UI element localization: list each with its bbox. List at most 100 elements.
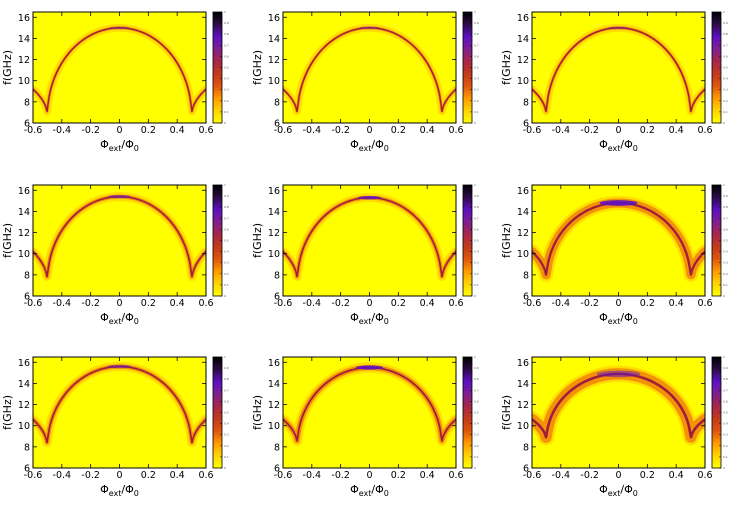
x-tick-label: 0.4	[420, 470, 435, 481]
colorbar-tick-label: 0.2	[224, 99, 229, 103]
x-tick-label: 0	[116, 470, 122, 481]
x-axis-label: Φext/Φ0	[350, 483, 389, 498]
y-tick-label: 8	[274, 97, 280, 108]
colorbar-tick-label: 0.3	[224, 261, 229, 265]
y-tick-label: 8	[523, 270, 529, 281]
colorbar-tick-label: 0.2	[723, 99, 728, 103]
colorbar-tick-label: 0.6	[224, 227, 229, 231]
x-tick-label: 0.6	[198, 125, 213, 136]
panel-4: -0.6 -0.4 -0.2 0 0.2 0.4 0.66810121416f(GHz)Φe…	[1, 183, 229, 326]
panel-2: -0.6 -0.4 -0.2 0 0.2 0.4 0.66810121416f(GHz)Φe…	[251, 10, 479, 153]
colorbar-tick-label: 0.8	[224, 205, 229, 209]
colorbar-tick-label: 0.1	[224, 283, 229, 287]
x-tick-label: -0.6	[274, 298, 293, 309]
x-tick-label: 0	[366, 298, 372, 309]
y-tick-label: 14	[18, 207, 30, 218]
x-tick-label: -0.2	[81, 470, 100, 481]
x-tick-label: -0.2	[81, 298, 100, 309]
x-axis-label: Φext/Φ0	[100, 138, 139, 153]
colorbar-tick-label: 0.7	[474, 43, 479, 47]
x-tick-label: 0.2	[391, 125, 406, 136]
colorbar-tick-label: 0.8	[224, 377, 229, 381]
y-tick-label: 8	[24, 442, 30, 453]
colorbar-tick-label: 0.8	[723, 205, 728, 209]
y-axis-label: f(GHz)	[500, 223, 513, 258]
y-tick-label: 12	[18, 228, 30, 239]
colorbar-tick-label: 0.8	[723, 377, 728, 381]
x-tick-label: 0.4	[170, 125, 185, 136]
y-tick-label: 16	[517, 358, 529, 369]
y-tick-label: 16	[18, 186, 30, 197]
y-tick-label: 16	[18, 13, 30, 24]
panel-8: -0.6 -0.4 -0.2 0 0.2 0.4 0.66810121416f(GHz)Φe…	[251, 355, 479, 498]
colorbar-tick-label: 0.6	[723, 54, 728, 58]
colorbar-tick-label: 0.4	[224, 422, 229, 426]
y-tick-label: 6	[274, 119, 280, 130]
y-tick-label: 12	[18, 55, 30, 66]
colorbar-tick-label: 0.8	[474, 377, 479, 381]
x-tick-label: 0	[116, 125, 122, 136]
colorbar-tick-label: 0.2	[224, 272, 229, 276]
colorbar-tick-label: 0.3	[224, 433, 229, 437]
colorbar-tick-label: 0.9	[474, 194, 479, 198]
colorbar-tick-label: 0.7	[723, 43, 728, 47]
colorbar-tick-label: 0.4	[224, 77, 229, 81]
y-tick-label: 10	[268, 76, 280, 87]
colorbar-tick-label: 0.5	[474, 239, 479, 243]
x-tick-label: -0.4	[53, 125, 72, 136]
y-tick-label: 10	[18, 249, 30, 260]
y-tick-label: 6	[24, 119, 30, 130]
colorbar-tick-label: 0.4	[723, 250, 728, 254]
x-tick-label: 0.6	[697, 298, 712, 309]
x-tick-label: 0.2	[141, 470, 156, 481]
plot-area	[33, 185, 206, 296]
panel-3: -0.6 -0.4 -0.2 0 0.2 0.4 0.66810121416f(GHz)Φe…	[500, 10, 728, 153]
y-tick-label: 6	[24, 464, 30, 475]
y-tick-label: 10	[517, 249, 529, 260]
y-tick-label: 10	[517, 421, 529, 432]
colorbar-tick-label: 0.7	[224, 216, 229, 220]
x-tick-label: -0.6	[24, 125, 43, 136]
colorbar-tick-label: 0	[474, 466, 476, 470]
x-tick-label: 0.6	[448, 298, 463, 309]
x-tick-label: 0.6	[198, 470, 213, 481]
y-tick-label: 10	[268, 421, 280, 432]
colorbar-tick-label: 0.9	[224, 366, 229, 370]
colorbar-tick-label: 0.9	[723, 194, 728, 198]
colorbar-tick-label: 0.8	[474, 205, 479, 209]
curve-peak	[355, 365, 384, 370]
x-tick-label: -0.4	[552, 298, 571, 309]
x-axis-label: Φext/Φ0	[100, 311, 139, 326]
colorbar-tick-label: 0.6	[474, 399, 479, 403]
y-tick-label: 8	[24, 97, 30, 108]
curve-peak	[608, 26, 629, 30]
colorbar-tick-label: 0.2	[723, 272, 728, 276]
colorbar-tick-label: 0.3	[723, 261, 728, 265]
colorbar-tick-label: 0.3	[474, 433, 479, 437]
x-tick-label: -0.2	[81, 125, 100, 136]
x-tick-label: 0	[366, 470, 372, 481]
colorbar-tick-label: 0.5	[474, 411, 479, 415]
colorbar-tick-label: 0.1	[224, 455, 229, 459]
colorbar-tick-label: 0.9	[474, 21, 479, 25]
colorbar-tick-label: 1	[723, 183, 725, 187]
colorbar-tick-label: 0.5	[723, 239, 728, 243]
x-tick-label: -0.2	[580, 125, 599, 136]
colorbar-tick-label: 0.6	[224, 54, 229, 58]
colorbar-tick-label: 0.4	[224, 250, 229, 254]
plot-area	[33, 357, 206, 468]
x-tick-label: -0.2	[331, 298, 350, 309]
colorbar-tick-label: 0.5	[474, 66, 479, 70]
x-tick-label: 0.4	[669, 298, 684, 309]
colorbar-tick-label: 1	[224, 183, 226, 187]
panel-7: -0.6 -0.4 -0.2 0 0.2 0.4 0.66810121416f(GHz)Φe…	[1, 355, 229, 498]
colorbar-tick-label: 1	[474, 355, 476, 359]
x-tick-label: -0.2	[331, 125, 350, 136]
y-axis-label: f(GHz)	[1, 50, 14, 85]
x-tick-label: 0.2	[391, 298, 406, 309]
colorbar-tick-label: 0.4	[723, 77, 728, 81]
colorbar-tick-label: 0.1	[474, 455, 479, 459]
x-tick-label: -0.6	[274, 125, 293, 136]
y-tick-label: 6	[274, 292, 280, 303]
x-tick-label: -0.6	[523, 298, 542, 309]
